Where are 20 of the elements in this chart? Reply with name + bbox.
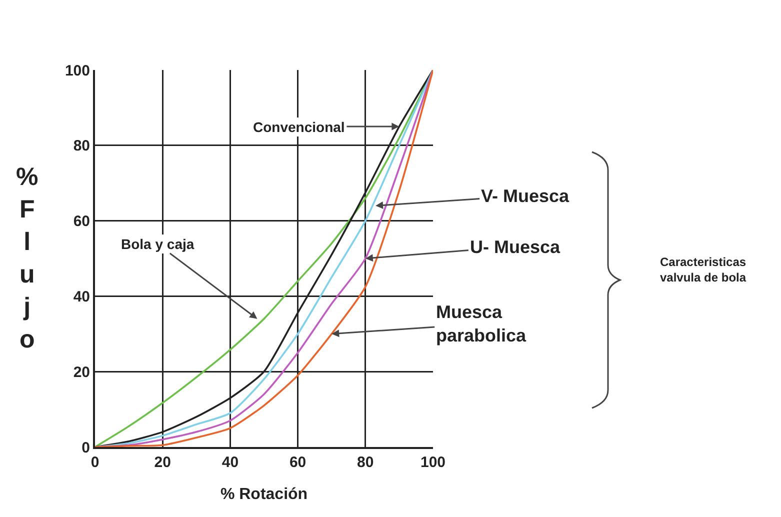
y-tick-label: 80 (73, 138, 90, 155)
x-tick-label: 20 (154, 454, 171, 471)
y-tick-label: 40 (73, 288, 90, 306)
y-tick-label: 100 (64, 62, 90, 80)
y-axis-title: % Flujo (16, 163, 38, 354)
y-tick-label: 0 (82, 439, 90, 456)
y-tick-label: 60 (73, 213, 90, 230)
annotation: V- Muesca (481, 186, 570, 206)
annotation: Convencional (253, 119, 345, 135)
annotation: Bola y caja (121, 236, 194, 252)
annotation: U- Muesca (470, 237, 562, 257)
x-axis-title: % Rotación (220, 486, 308, 504)
y-tick-label: 20 (73, 364, 90, 381)
line-series (95, 70, 433, 447)
x-tick-label: 60 (289, 454, 306, 471)
x-tick-label: 100 (420, 454, 446, 471)
x-tick-label: 40 (222, 454, 239, 471)
annotation: Muesca parabolica (436, 302, 528, 346)
x-tick-label: 80 (357, 454, 374, 471)
text: Caracteristicas valvula de bola (660, 255, 746, 285)
